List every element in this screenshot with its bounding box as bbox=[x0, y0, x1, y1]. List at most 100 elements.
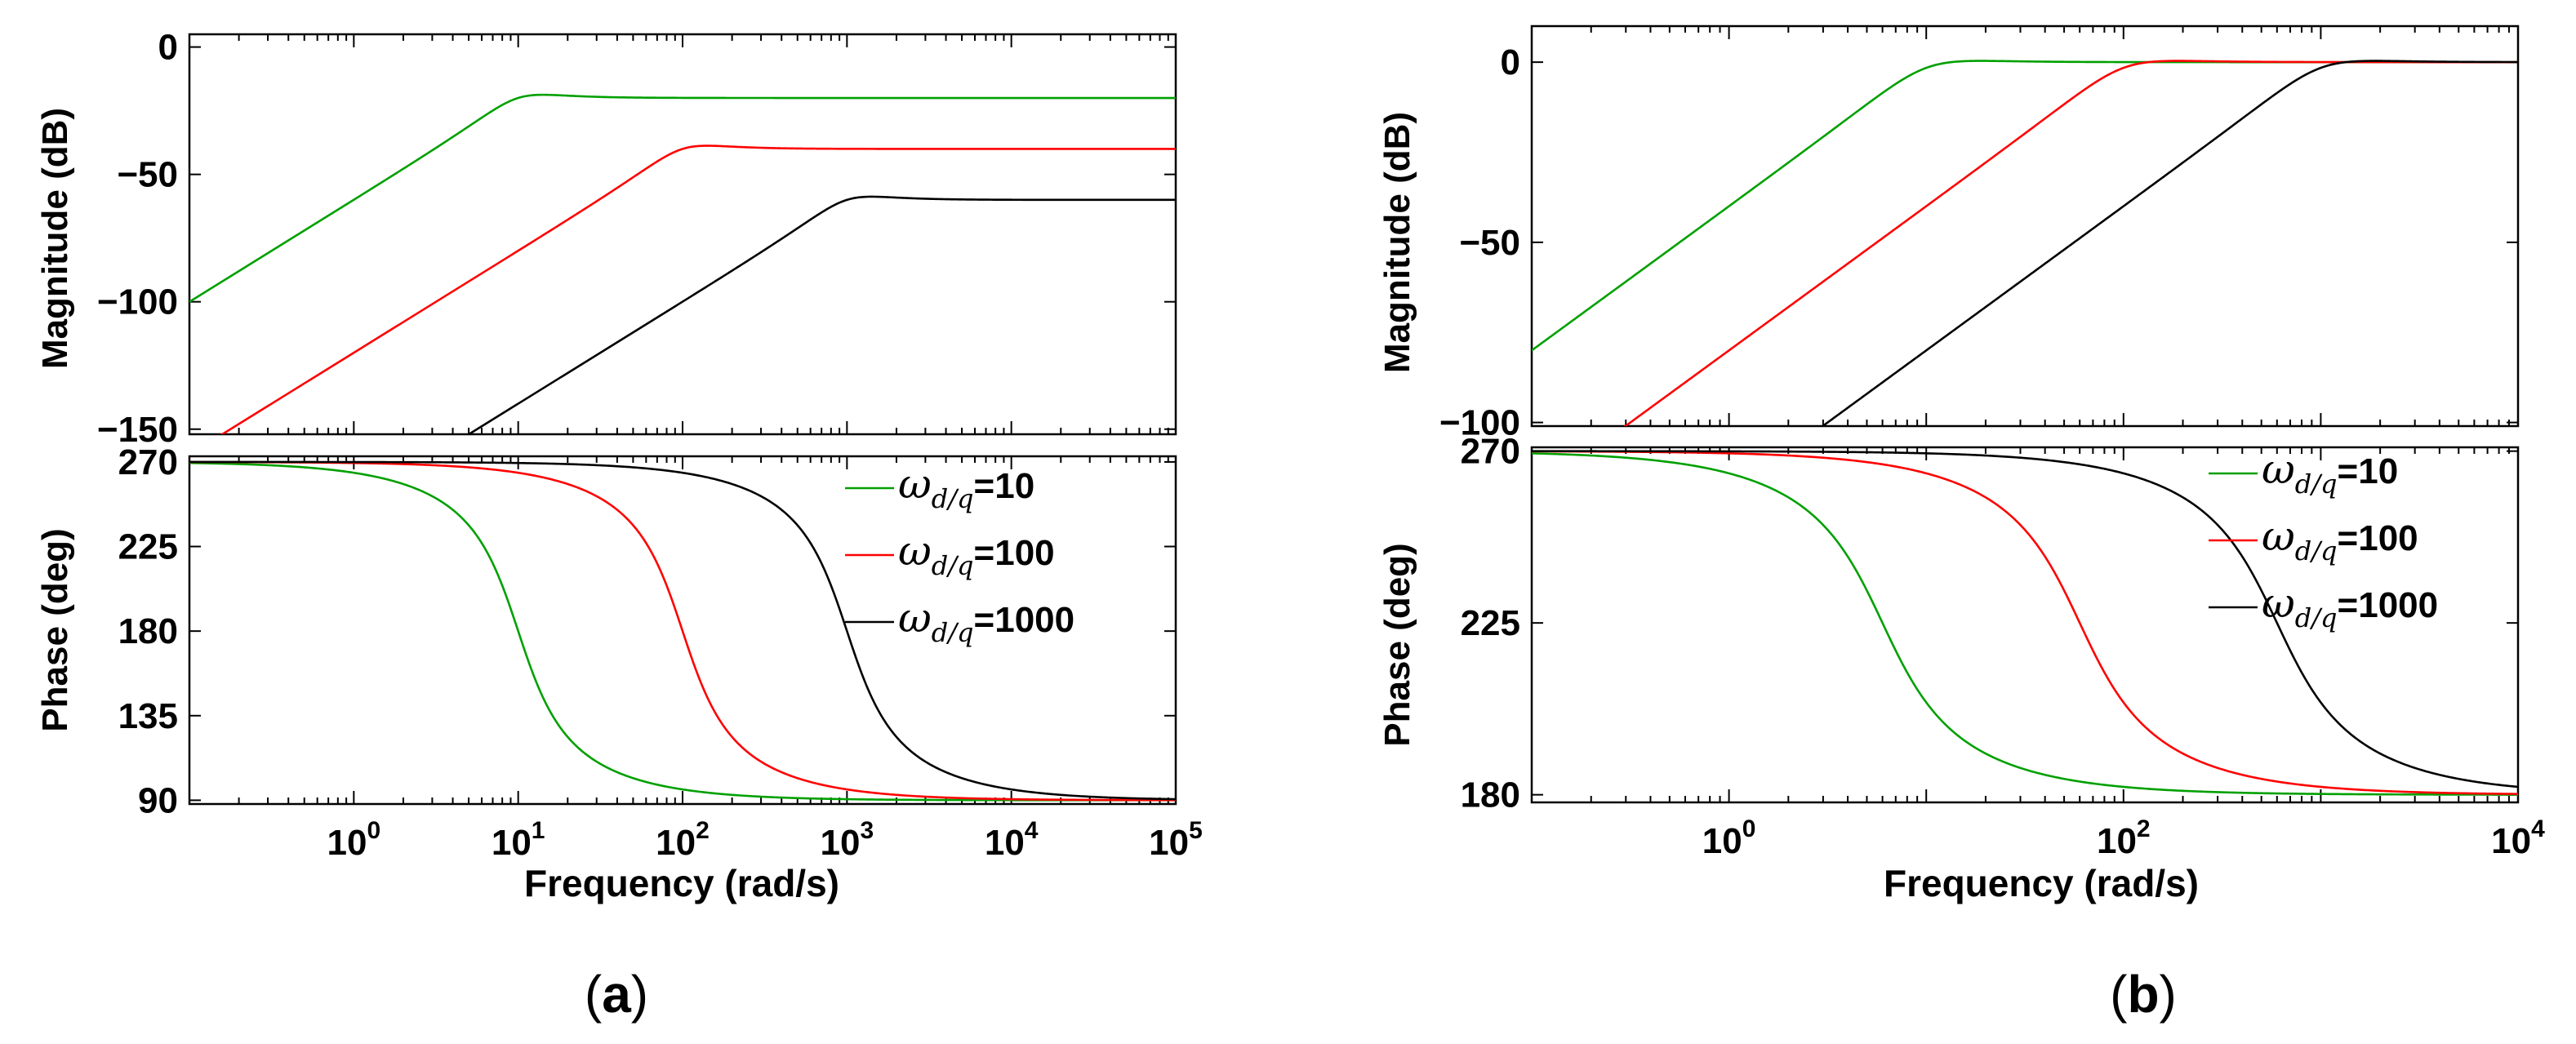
y-tick-label: 180 bbox=[1461, 775, 1520, 815]
x-tick-exponent: 4 bbox=[2531, 815, 2545, 842]
phase-axes-frame bbox=[1530, 446, 2520, 804]
x-tick-exponent: 1 bbox=[532, 817, 545, 844]
legend-entry-label: ωd/q=1000 bbox=[2262, 580, 2438, 633]
y-tick-label: −100 bbox=[97, 282, 178, 322]
panel-label-close: ) bbox=[631, 965, 648, 1024]
x-tick-label: 101 bbox=[492, 817, 545, 863]
legend-value: =1000 bbox=[974, 600, 1075, 640]
legend-entry-label: ωd/q=100 bbox=[898, 527, 1055, 581]
a-magnitude-panel: 0 −50 −100 −150 Magnitude (dB) bbox=[35, 28, 1177, 450]
x-tick-base: 10 bbox=[327, 823, 367, 863]
magnitude-axis-label: Magnitude (dB) bbox=[35, 108, 75, 369]
x-tick-exponent: 4 bbox=[1025, 817, 1039, 844]
y-tick-label: 135 bbox=[118, 696, 178, 736]
magnitude-series-line bbox=[466, 195, 1176, 434]
x-axis-label: Frequency (rad/s) bbox=[524, 862, 839, 904]
legend-entry-label: ωd/q=10 bbox=[2262, 446, 2398, 500]
panel-label-open: ( bbox=[585, 965, 602, 1024]
x-axis-label: Frequency (rad/s) bbox=[1884, 862, 2199, 904]
x-tick-base: 10 bbox=[492, 823, 532, 863]
b-phase-panel: 270 225 180 Phase (deg) bbox=[1377, 432, 2520, 815]
x-tick-label: 100 bbox=[1702, 815, 1756, 861]
legend-entry-label: ωd/q=100 bbox=[2262, 513, 2418, 566]
panel-label-close: ) bbox=[2160, 965, 2177, 1024]
x-tick-exponent: 0 bbox=[367, 817, 380, 844]
x-tick-label: 102 bbox=[2097, 815, 2151, 861]
legend-subscript: d/q bbox=[932, 550, 974, 581]
y-tick-label: −50 bbox=[117, 155, 178, 195]
phase-series-line bbox=[1532, 450, 2518, 795]
x-tick-label: 103 bbox=[821, 817, 874, 863]
x-tick-base: 10 bbox=[1702, 821, 1742, 861]
legend-subscript: d/q bbox=[2295, 602, 2338, 633]
magnitude-series-line bbox=[1532, 60, 2518, 352]
x-tick-base: 10 bbox=[821, 823, 861, 863]
y-tick-label: −50 bbox=[1459, 223, 1520, 263]
x-tick-base: 10 bbox=[1149, 823, 1189, 863]
phase-series-line bbox=[189, 460, 1176, 801]
y-tick-label: 0 bbox=[158, 28, 178, 68]
panel-label-letter: b bbox=[2127, 965, 2159, 1024]
x-tick-exponent: 2 bbox=[2137, 815, 2151, 842]
x-tick-base: 10 bbox=[656, 823, 696, 863]
legend-subscript: d/q bbox=[2295, 535, 2338, 566]
phase-axis-label: Phase (deg) bbox=[1377, 543, 1417, 746]
legend-value: =100 bbox=[2338, 518, 2418, 558]
x-tick-exponent: 2 bbox=[696, 817, 710, 844]
x-tick-label: 100 bbox=[327, 817, 381, 863]
x-tick-base: 10 bbox=[2097, 821, 2137, 861]
legend-symbol: ω bbox=[2262, 580, 2295, 627]
legend-symbol: ω bbox=[898, 594, 932, 642]
x-tick-label: 104 bbox=[2491, 815, 2545, 861]
magnitude-series-line bbox=[189, 93, 1176, 303]
panel-label: (a) bbox=[585, 965, 648, 1024]
phase-series-line bbox=[1532, 450, 2518, 789]
magnitude-series-line bbox=[1821, 60, 2518, 426]
legend-symbol: ω bbox=[2262, 446, 2295, 493]
y-tick-label: −100 bbox=[1439, 403, 1520, 443]
x-tick-label: 104 bbox=[985, 817, 1039, 863]
x-tick-exponent: 3 bbox=[860, 817, 874, 844]
panel-label-open: ( bbox=[2110, 965, 2127, 1024]
phase-axis-label: Phase (deg) bbox=[35, 528, 75, 731]
magnitude-axes-frame bbox=[1530, 24, 2520, 428]
magnitude-axes-frame bbox=[188, 33, 1177, 436]
b-magnitude-panel: 0 −50 −100 Magnitude (dB) bbox=[1377, 24, 2520, 443]
a-phase-panel: 270 225 180 135 90 Phase (deg) bbox=[35, 442, 1177, 820]
legend-subscript: d/q bbox=[2295, 469, 2338, 500]
legend-value: =1000 bbox=[2338, 585, 2439, 625]
magnitude-axis-label: Magnitude (dB) bbox=[1377, 112, 1417, 373]
legend-subscript: d/q bbox=[932, 483, 974, 514]
legend-value: =10 bbox=[2338, 451, 2399, 491]
y-tick-label: 270 bbox=[118, 442, 178, 482]
legend-symbol: ω bbox=[2262, 513, 2295, 560]
phase-series-line bbox=[1532, 452, 2518, 796]
legend-subscript: d/q bbox=[932, 617, 974, 648]
y-tick-label: −150 bbox=[97, 410, 178, 450]
legend-value: =10 bbox=[974, 466, 1035, 506]
legend-value: =100 bbox=[974, 533, 1055, 573]
chart-b: 0 −50 −100 Magnitude (dB) 270 225 180 Phase (de… bbox=[1377, 24, 2545, 1024]
y-tick-label: 225 bbox=[118, 527, 178, 567]
x-tick-exponent: 5 bbox=[1189, 817, 1203, 844]
legend-entry-label: ωd/q=1000 bbox=[898, 594, 1074, 648]
y-tick-label: 0 bbox=[1501, 42, 1520, 82]
x-tick-label: 102 bbox=[656, 817, 710, 863]
panel-label-letter: a bbox=[602, 965, 631, 1024]
legend-symbol: ω bbox=[898, 460, 932, 508]
y-tick-label: 270 bbox=[1461, 432, 1520, 472]
legend-symbol: ω bbox=[898, 527, 932, 575]
y-tick-label: 90 bbox=[138, 780, 178, 820]
magnitude-series-line bbox=[220, 144, 1176, 434]
x-tick-base: 10 bbox=[985, 823, 1025, 863]
y-tick-label: 180 bbox=[118, 611, 178, 651]
y-tick-label: 225 bbox=[1461, 603, 1520, 643]
x-tick-label: 105 bbox=[1149, 817, 1203, 863]
panel-label: (b) bbox=[2110, 965, 2177, 1024]
x-tick-exponent: 0 bbox=[1742, 815, 1756, 842]
x-tick-base: 10 bbox=[2491, 821, 2531, 861]
